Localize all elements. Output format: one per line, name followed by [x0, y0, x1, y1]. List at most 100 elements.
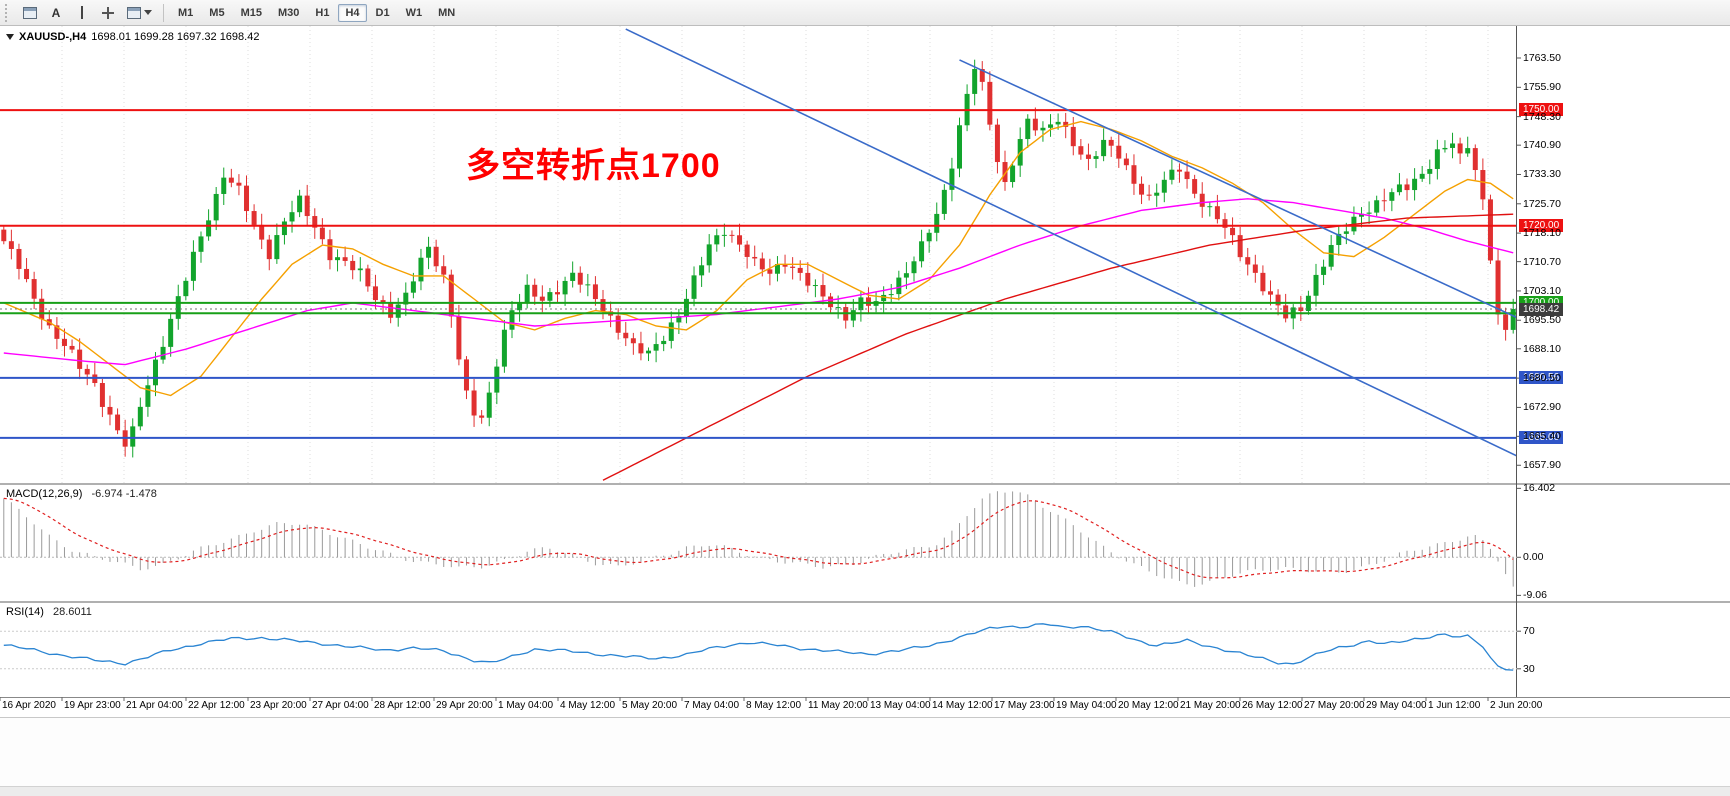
candle-body — [744, 244, 750, 257]
candle-body — [691, 275, 697, 299]
candle-body — [1146, 194, 1152, 196]
candle-body — [699, 265, 705, 276]
candle-body — [1055, 121, 1061, 125]
ma-slow-line[interactable] — [602, 213, 1514, 481]
candle-body — [244, 185, 250, 212]
candle-body — [539, 296, 545, 301]
macd-histogram — [3, 491, 1514, 587]
candle-body — [175, 296, 181, 319]
ma-fast-line[interactable] — [3, 120, 1514, 397]
candle-body — [1389, 192, 1395, 201]
vertical-line-button[interactable] — [69, 2, 95, 24]
crosshair-icon — [102, 6, 114, 19]
candle-body — [289, 212, 295, 222]
candles — [1, 59, 1516, 458]
candle-body — [1252, 264, 1258, 273]
trendline-1[interactable] — [625, 28, 1544, 469]
timeframe-button-h4[interactable]: H4 — [338, 3, 367, 22]
chart-window-icon[interactable] — [17, 2, 43, 24]
candle-body — [524, 284, 530, 303]
candle-body — [1503, 314, 1509, 330]
toolbar-grip[interactable] — [5, 3, 12, 22]
candle-body — [1070, 126, 1076, 147]
candle-body — [805, 272, 811, 286]
timeframe-button-d1[interactable]: D1 — [375, 6, 390, 19]
candle-body — [1457, 143, 1463, 154]
candle-body — [1101, 139, 1107, 157]
candle-body — [1275, 294, 1281, 306]
candle-body — [661, 340, 667, 345]
candle-body — [441, 266, 447, 275]
candle-body — [69, 345, 75, 350]
candle-body — [994, 124, 1000, 163]
candle-body — [972, 69, 978, 94]
candle-body — [1260, 272, 1266, 292]
candle-body — [24, 268, 30, 280]
candle-body — [1480, 170, 1486, 200]
candle-body — [1465, 148, 1471, 154]
candle-body — [1359, 213, 1365, 217]
candle-body — [646, 350, 652, 354]
timeframe-button-h1[interactable]: H1 — [315, 6, 330, 19]
candle-body — [471, 390, 477, 416]
candle-body — [668, 322, 674, 341]
trendline-2[interactable] — [959, 59, 1544, 330]
candle-body — [8, 241, 14, 249]
candle-body — [297, 195, 303, 213]
candle-body — [1139, 183, 1145, 195]
candle-body — [737, 235, 743, 245]
candle-body — [380, 300, 386, 303]
candle-body — [1419, 173, 1425, 179]
candle-body — [812, 285, 818, 287]
toolbar: A M1 M5 M15 M30 H1 H4 D1 W1 MN — [0, 0, 1730, 26]
crosshair-button[interactable] — [95, 2, 121, 24]
candle-body — [562, 280, 568, 295]
candle-body — [137, 406, 143, 427]
candle-body — [228, 177, 234, 183]
window-background — [0, 718, 1730, 796]
candle-body — [577, 272, 583, 285]
candle-body — [479, 415, 485, 418]
timeframe-button-m1[interactable]: M1 — [178, 6, 194, 19]
timeframe-button-m5[interactable]: M5 — [209, 6, 225, 19]
candle-body — [926, 232, 932, 242]
candle-body — [1328, 245, 1334, 267]
candle-body — [357, 268, 363, 271]
panel-separator[interactable] — [0, 483, 1730, 485]
chevron-down-icon — [143, 10, 152, 15]
candle-body — [896, 277, 902, 295]
candle-body — [54, 325, 60, 339]
candle-body — [729, 234, 735, 236]
candle-body — [395, 304, 401, 318]
candle-body — [1343, 231, 1349, 234]
candle-body — [721, 234, 727, 236]
candle-body — [266, 239, 272, 260]
text-annotation-button[interactable]: A — [43, 2, 69, 24]
candle-body — [501, 329, 507, 367]
candle-body — [714, 235, 720, 245]
candle-body — [1169, 169, 1175, 180]
candle-body — [1154, 192, 1160, 196]
candle-body — [600, 299, 606, 312]
candle-body — [190, 251, 196, 281]
candle-body — [592, 284, 598, 300]
candle-body — [979, 69, 985, 82]
candle-body — [281, 221, 287, 236]
candle-body — [1396, 184, 1402, 193]
candle-body — [1495, 260, 1501, 315]
candle-body — [16, 248, 22, 269]
timeframe-button-m30[interactable]: M30 — [277, 6, 300, 19]
candle-body — [365, 268, 371, 287]
candle-body — [274, 235, 280, 260]
timeframe-button-m15[interactable]: M15 — [240, 6, 262, 19]
timeframe-button-w1[interactable]: W1 — [405, 6, 423, 19]
candle-body — [919, 241, 925, 262]
timeframes-dropdown-button[interactable] — [121, 2, 157, 24]
timeframe-button-mn[interactable]: MN — [438, 6, 456, 19]
candle-body — [774, 264, 780, 274]
candle-body — [615, 315, 621, 333]
candle-body — [759, 258, 765, 270]
panel-separator[interactable] — [0, 601, 1730, 603]
candle-body — [160, 346, 166, 360]
